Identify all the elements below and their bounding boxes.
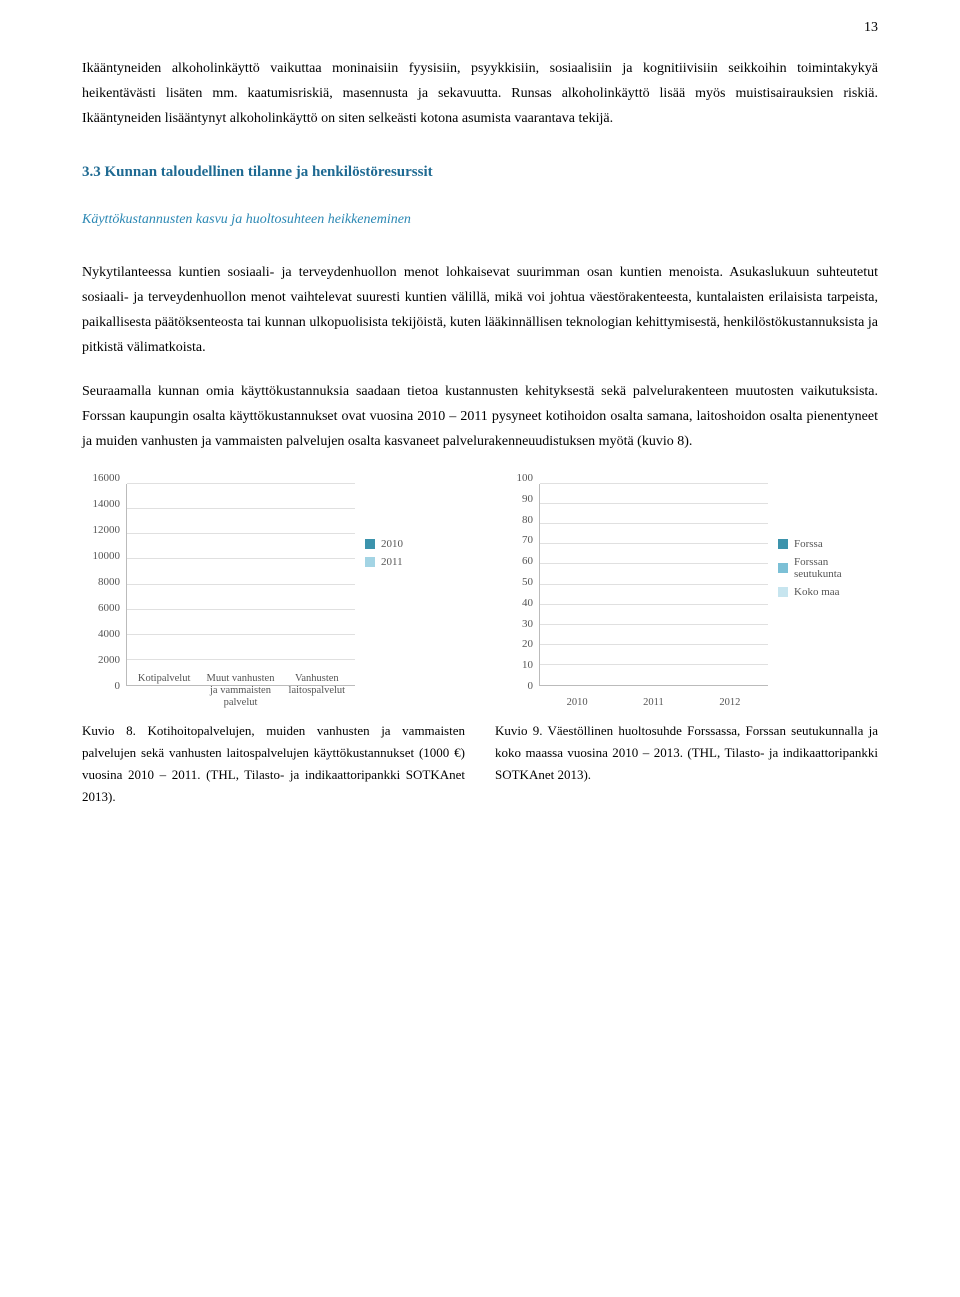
- y-tick-label: 14000: [93, 498, 121, 510]
- legend-swatch: [778, 563, 788, 573]
- y-tick-label: 30: [522, 618, 533, 630]
- chart-left-caption: Kuvio 8. Kotihoitopalvelujen, muiden van…: [82, 720, 465, 808]
- chart-left: 0200040006000800010000120001400016000Kot…: [82, 478, 465, 826]
- y-tick-label: 6000: [98, 602, 120, 614]
- y-tick-label: 0: [528, 680, 534, 692]
- y-tick-label: 50: [522, 576, 533, 588]
- legend-item: 2011: [365, 556, 465, 568]
- legend-swatch: [778, 587, 788, 597]
- para-3: Seuraamalla kunnan omia käyttökustannuks…: [82, 379, 878, 455]
- legend-label: Koko maa: [794, 586, 840, 598]
- x-tick-label: Muut vanhusten ja vammaisten palvelut: [202, 673, 278, 708]
- legend-label: Forssa: [794, 538, 823, 550]
- y-tick-label: 0: [115, 680, 121, 692]
- y-tick-label: 2000: [98, 654, 120, 666]
- page-number: 13: [864, 20, 878, 36]
- para-2: Nykytilanteessa kuntien sosiaali- ja ter…: [82, 260, 878, 361]
- y-tick-label: 4000: [98, 628, 120, 640]
- y-tick-label: 8000: [98, 576, 120, 588]
- legend-swatch: [778, 539, 788, 549]
- y-tick-label: 90: [522, 493, 533, 505]
- section-heading: 3.3 Kunnan taloudellinen tilanne ja henk…: [82, 164, 878, 181]
- legend: 2010 2011: [365, 538, 465, 574]
- legend: Forssa Forssan seutukunta Koko maa: [778, 538, 878, 604]
- x-tick-label: 2012: [692, 697, 768, 709]
- legend-swatch: [365, 539, 375, 549]
- y-tick-label: 20: [522, 638, 533, 650]
- legend-label: 2010: [381, 538, 403, 550]
- x-tick-label: 2011: [615, 697, 691, 709]
- x-tick-label: Vanhusten laitospalvelut: [279, 673, 355, 708]
- legend-label: 2011: [381, 556, 403, 568]
- legend-item: Forssa: [778, 538, 878, 550]
- chart-right: 0102030405060708090100201020112012Forssa…: [495, 478, 878, 826]
- para-1: Ikääntyneiden alkoholinkäyttö vaikuttaa …: [82, 56, 878, 132]
- legend-item: 2010: [365, 538, 465, 550]
- y-tick-label: 80: [522, 514, 533, 526]
- section-subheading: Käyttökustannusten kasvu ja huoltosuhtee…: [82, 207, 878, 232]
- y-tick-label: 60: [522, 555, 533, 567]
- y-tick-label: 70: [522, 534, 533, 546]
- x-tick-label: 2010: [539, 697, 615, 709]
- y-tick-label: 40: [522, 597, 533, 609]
- legend-swatch: [365, 557, 375, 567]
- legend-item: Forssan seutukunta: [778, 556, 878, 580]
- y-tick-label: 16000: [93, 472, 121, 484]
- legend-item: Koko maa: [778, 586, 878, 598]
- y-tick-label: 10000: [93, 550, 121, 562]
- y-tick-label: 100: [517, 472, 534, 484]
- chart-right-caption: Kuvio 9. Väestöllinen huoltosuhde Forssa…: [495, 720, 878, 786]
- legend-label: Forssan seutukunta: [794, 556, 878, 580]
- x-tick-label: Kotipalvelut: [126, 673, 202, 708]
- y-tick-label: 12000: [93, 524, 121, 536]
- y-tick-label: 10: [522, 659, 533, 671]
